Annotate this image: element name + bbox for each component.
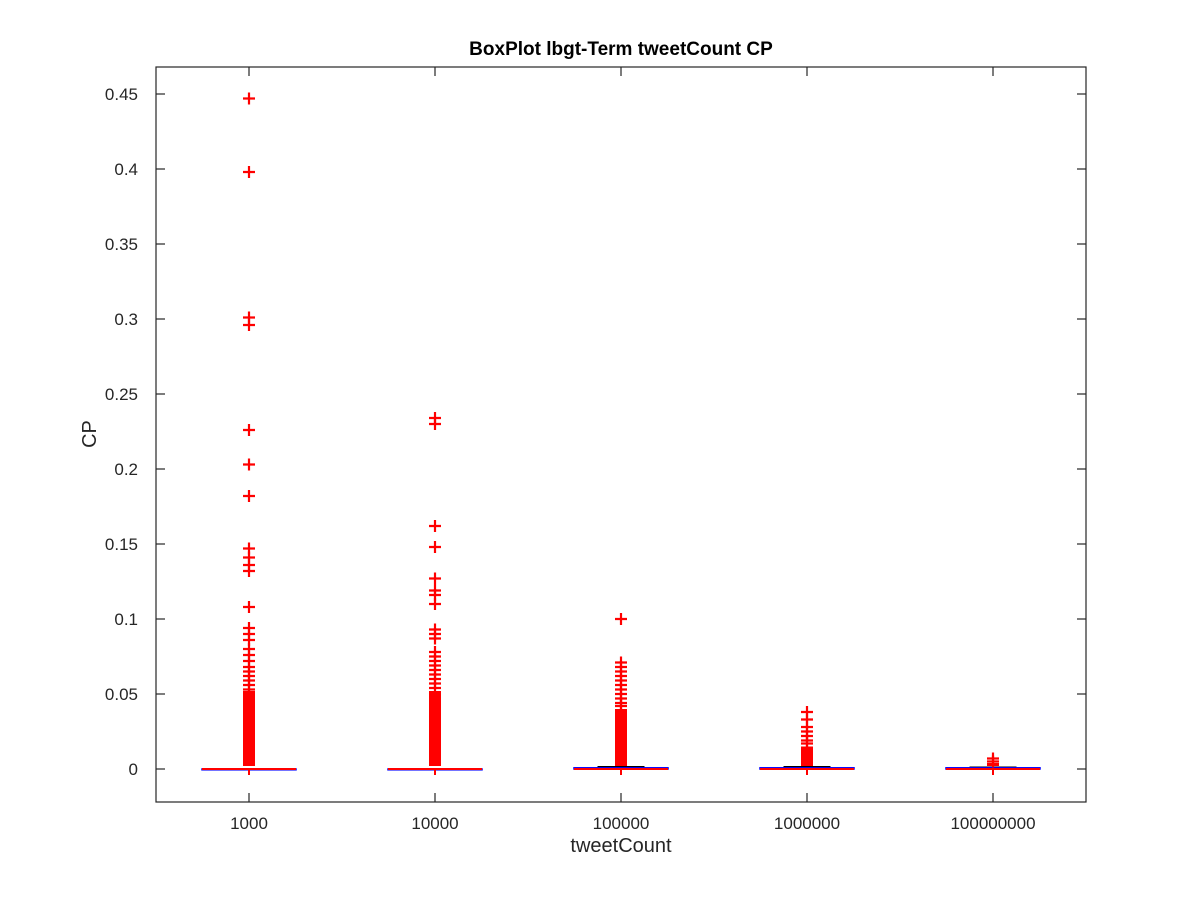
outlier-point [243, 92, 255, 105]
box-group-1000 [201, 92, 297, 775]
outlier-point [429, 520, 441, 532]
outlier-point [243, 601, 255, 613]
y-tick-label: 0.25 [105, 385, 138, 404]
outlier-point [615, 700, 627, 712]
outlier-cluster [615, 709, 627, 766]
outlier-point [429, 541, 441, 553]
outlier-point [243, 166, 255, 178]
y-tick-label: 0.3 [114, 310, 138, 329]
outlier-point [243, 565, 255, 577]
outlier-point [429, 572, 441, 585]
x-tick-label: 1000000 [774, 814, 840, 833]
y-tick-label: 0 [129, 760, 138, 779]
x-tick-label: 100000 [593, 814, 650, 833]
outlier-point [429, 598, 441, 610]
box-group-100000 [573, 613, 669, 775]
chart-title: BoxPlot lbgt-Term tweetCount CP [469, 39, 773, 60]
x-tick-label: 100000000 [950, 814, 1035, 833]
outlier-cluster [429, 691, 441, 766]
outlier-cluster [243, 691, 255, 766]
y-tick-label: 0.2 [114, 460, 138, 479]
outlier-point [429, 682, 441, 694]
y-tick-label: 0.1 [114, 610, 138, 629]
outlier-point [243, 683, 255, 696]
x-axis-label: tweetCount [570, 835, 672, 857]
x-tick-label: 10000 [411, 814, 458, 833]
outlier-point [987, 755, 999, 768]
y-tick-label: 0.4 [114, 160, 138, 179]
box-group-1000000 [759, 706, 855, 775]
outlier-point [429, 632, 441, 645]
outlier-point [243, 319, 255, 331]
outlier-point [243, 424, 255, 436]
y-tick-label: 0.05 [105, 685, 138, 704]
plot-area [201, 92, 1041, 775]
y-tick-label: 0.35 [105, 235, 138, 254]
outlier-point [615, 613, 627, 625]
outlier-point [429, 418, 441, 430]
outlier-point [243, 490, 255, 502]
x-tick-label: 1000 [230, 814, 268, 833]
axis-ticks: 0 0.05 0.1 0.15 0.2 0.25 0.3 0.35 0.4 0.45 1000 100… [105, 67, 1086, 833]
y-tick-label: 0.45 [105, 85, 138, 104]
y-axis-label: CP [79, 420, 101, 448]
y-tick-label: 0.15 [105, 535, 138, 554]
outlier-point [801, 737, 813, 750]
box-group-100000000 [945, 752, 1041, 775]
outlier-point [243, 458, 255, 471]
outlier-cluster [801, 746, 813, 766]
box-group-10000 [387, 412, 483, 775]
